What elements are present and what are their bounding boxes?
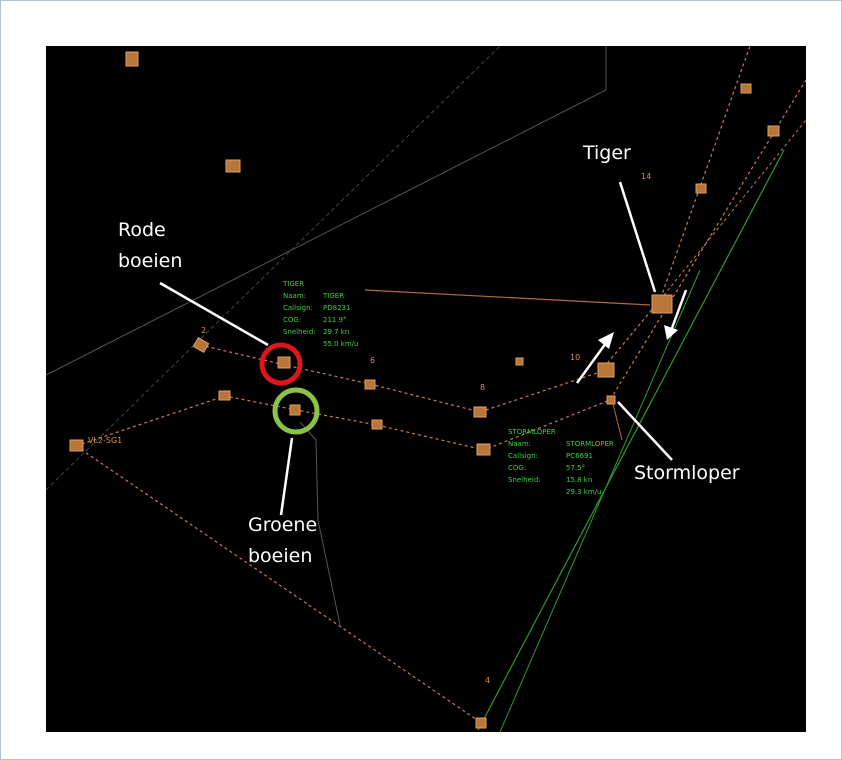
- info-value: 15.8 kn: [566, 476, 592, 484]
- info-label: COG:: [508, 464, 526, 472]
- annotation: Tiger: [582, 142, 631, 164]
- info-label: Callsign:: [283, 304, 313, 312]
- annotation: Groene: [248, 514, 317, 536]
- info-value: STORMLOPER: [566, 440, 614, 448]
- annotation: boeien: [118, 250, 182, 272]
- buoy-label: 10: [570, 353, 580, 362]
- buoy-label: VL2-SG1: [88, 436, 122, 445]
- info-value: 29.3 km/u: [566, 488, 601, 496]
- info-label: COG:: [283, 316, 301, 324]
- info-value: PC6691: [566, 452, 593, 460]
- info-value: TIGER: [322, 292, 344, 300]
- info-value: PD8231: [323, 304, 350, 312]
- info-value: 211.9°: [323, 316, 347, 324]
- annotation: Rode: [118, 219, 166, 241]
- buoy-label: 2: [201, 326, 206, 335]
- radar-screenshot: 2 6 8 10 4 14 VL2-SG1 TIGER Naam: TIGER …: [0, 0, 842, 760]
- vessel-header: STORMLOPER: [508, 428, 556, 436]
- buoy-label: 14: [641, 172, 651, 181]
- info-label: Naam:: [283, 292, 306, 300]
- info-label: Snelheid:: [508, 476, 541, 484]
- info-value: 57.5°: [566, 464, 585, 472]
- annotation: boeien: [248, 545, 312, 567]
- buoy-label: 6: [370, 356, 375, 365]
- buoy-label: 8: [480, 383, 485, 392]
- vessel-header: TIGER: [282, 280, 304, 288]
- info-value: 55.0 km/u: [323, 340, 358, 348]
- radar-panel: [46, 46, 806, 732]
- info-label: Snelheid:: [283, 328, 316, 336]
- buoy-label: 4: [485, 676, 490, 685]
- annotation: Stormloper: [634, 462, 740, 484]
- info-label: Naam:: [508, 440, 531, 448]
- info-label: Callsign:: [508, 452, 538, 460]
- info-value: 29.7 kn: [323, 328, 349, 336]
